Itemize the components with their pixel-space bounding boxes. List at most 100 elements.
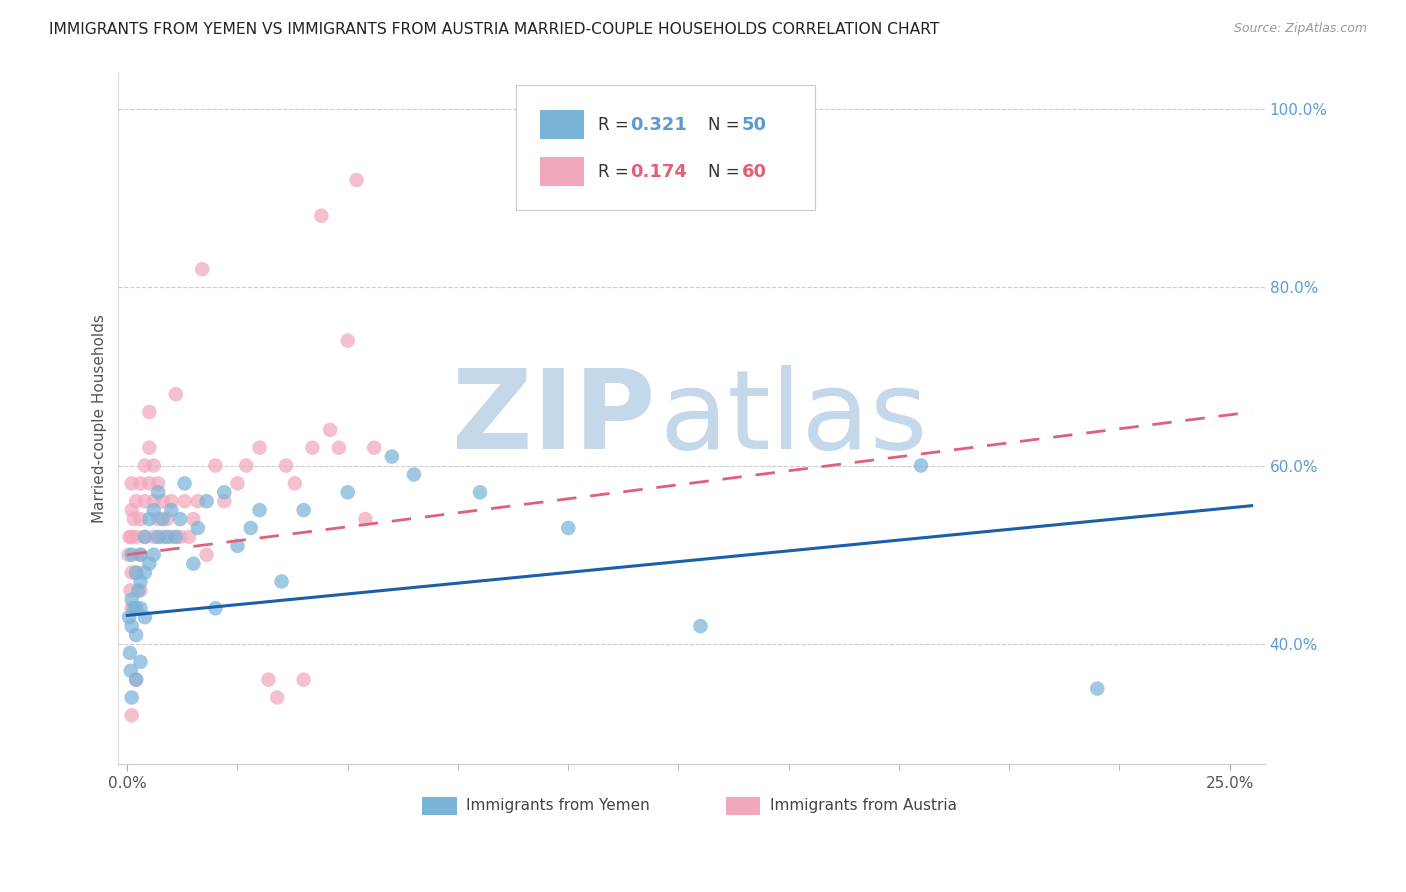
Point xyxy=(152,494,174,508)
Point xyxy=(129,655,152,669)
Point xyxy=(134,610,156,624)
Point xyxy=(125,673,148,687)
Text: Immigrants from Austria: Immigrants from Austria xyxy=(769,798,956,814)
Point xyxy=(138,512,160,526)
Point xyxy=(195,548,218,562)
Point xyxy=(235,458,257,473)
Point xyxy=(257,673,280,687)
Point xyxy=(183,512,205,526)
Text: atlas: atlas xyxy=(659,365,928,472)
Point xyxy=(134,458,156,473)
Point xyxy=(309,209,332,223)
Point xyxy=(122,512,145,526)
Point xyxy=(292,673,315,687)
Point xyxy=(346,173,368,187)
Point xyxy=(118,610,141,624)
Point xyxy=(146,485,169,500)
Point xyxy=(118,646,141,660)
Point xyxy=(118,530,141,544)
Point xyxy=(328,441,350,455)
Y-axis label: Married-couple Households: Married-couple Households xyxy=(93,314,107,523)
Point xyxy=(121,566,143,580)
Point xyxy=(129,583,152,598)
Text: IMMIGRANTS FROM YEMEN VS IMMIGRANTS FROM AUSTRIA MARRIED-COUPLE HOUSEHOLDS CORRE: IMMIGRANTS FROM YEMEN VS IMMIGRANTS FROM… xyxy=(49,22,939,37)
Point xyxy=(142,503,165,517)
Point xyxy=(336,334,359,348)
Point xyxy=(204,458,226,473)
Point xyxy=(129,548,152,562)
Point xyxy=(146,476,169,491)
Point xyxy=(121,690,143,705)
Point xyxy=(156,530,179,544)
Point xyxy=(125,673,148,687)
Point xyxy=(191,262,214,277)
Point xyxy=(249,503,271,517)
Point xyxy=(146,530,169,544)
Text: N =: N = xyxy=(707,116,745,134)
Point xyxy=(142,530,165,544)
Point xyxy=(134,530,156,544)
Point xyxy=(468,485,491,500)
Point xyxy=(146,512,169,526)
Point xyxy=(134,566,156,580)
Point xyxy=(142,458,165,473)
Point xyxy=(142,548,165,562)
Point xyxy=(121,503,143,517)
Point xyxy=(173,476,195,491)
Text: R =: R = xyxy=(598,163,634,181)
Point xyxy=(127,583,149,598)
Point xyxy=(120,583,142,598)
Point xyxy=(160,494,183,508)
Point xyxy=(138,476,160,491)
Point xyxy=(336,485,359,500)
Point xyxy=(177,530,200,544)
Point xyxy=(125,628,148,642)
Point xyxy=(214,485,236,500)
Point xyxy=(284,476,307,491)
Point xyxy=(121,708,143,723)
Point xyxy=(292,503,315,517)
FancyBboxPatch shape xyxy=(516,85,815,210)
Point xyxy=(121,592,143,607)
Point xyxy=(125,566,148,580)
Point xyxy=(226,476,249,491)
Point xyxy=(187,521,209,535)
Point xyxy=(117,548,139,562)
Point xyxy=(319,423,342,437)
Point xyxy=(129,574,152,589)
Point xyxy=(249,441,271,455)
Point xyxy=(121,619,143,633)
Text: 50: 50 xyxy=(742,116,768,134)
Point xyxy=(557,521,579,535)
Point xyxy=(152,530,174,544)
Point xyxy=(1085,681,1108,696)
Point xyxy=(266,690,288,705)
Point xyxy=(239,521,262,535)
Point xyxy=(910,458,932,473)
Point xyxy=(173,494,195,508)
Bar xyxy=(422,797,457,815)
Point xyxy=(169,512,191,526)
Point xyxy=(125,530,148,544)
Point xyxy=(122,601,145,615)
Point xyxy=(381,450,404,464)
Point xyxy=(214,494,236,508)
Point xyxy=(138,557,160,571)
Point xyxy=(121,530,143,544)
Text: Source: ZipAtlas.com: Source: ZipAtlas.com xyxy=(1233,22,1367,36)
Point xyxy=(270,574,292,589)
Point xyxy=(183,557,205,571)
Point xyxy=(204,601,226,615)
Point xyxy=(125,494,148,508)
Text: N =: N = xyxy=(707,163,745,181)
Bar xyxy=(725,797,761,815)
Text: Immigrants from Yemen: Immigrants from Yemen xyxy=(465,798,650,814)
Point xyxy=(689,619,711,633)
Point xyxy=(165,530,187,544)
Point xyxy=(226,539,249,553)
Text: ZIP: ZIP xyxy=(451,365,655,472)
Point xyxy=(125,566,148,580)
Point xyxy=(129,476,152,491)
Point xyxy=(142,494,165,508)
Bar xyxy=(540,111,583,139)
